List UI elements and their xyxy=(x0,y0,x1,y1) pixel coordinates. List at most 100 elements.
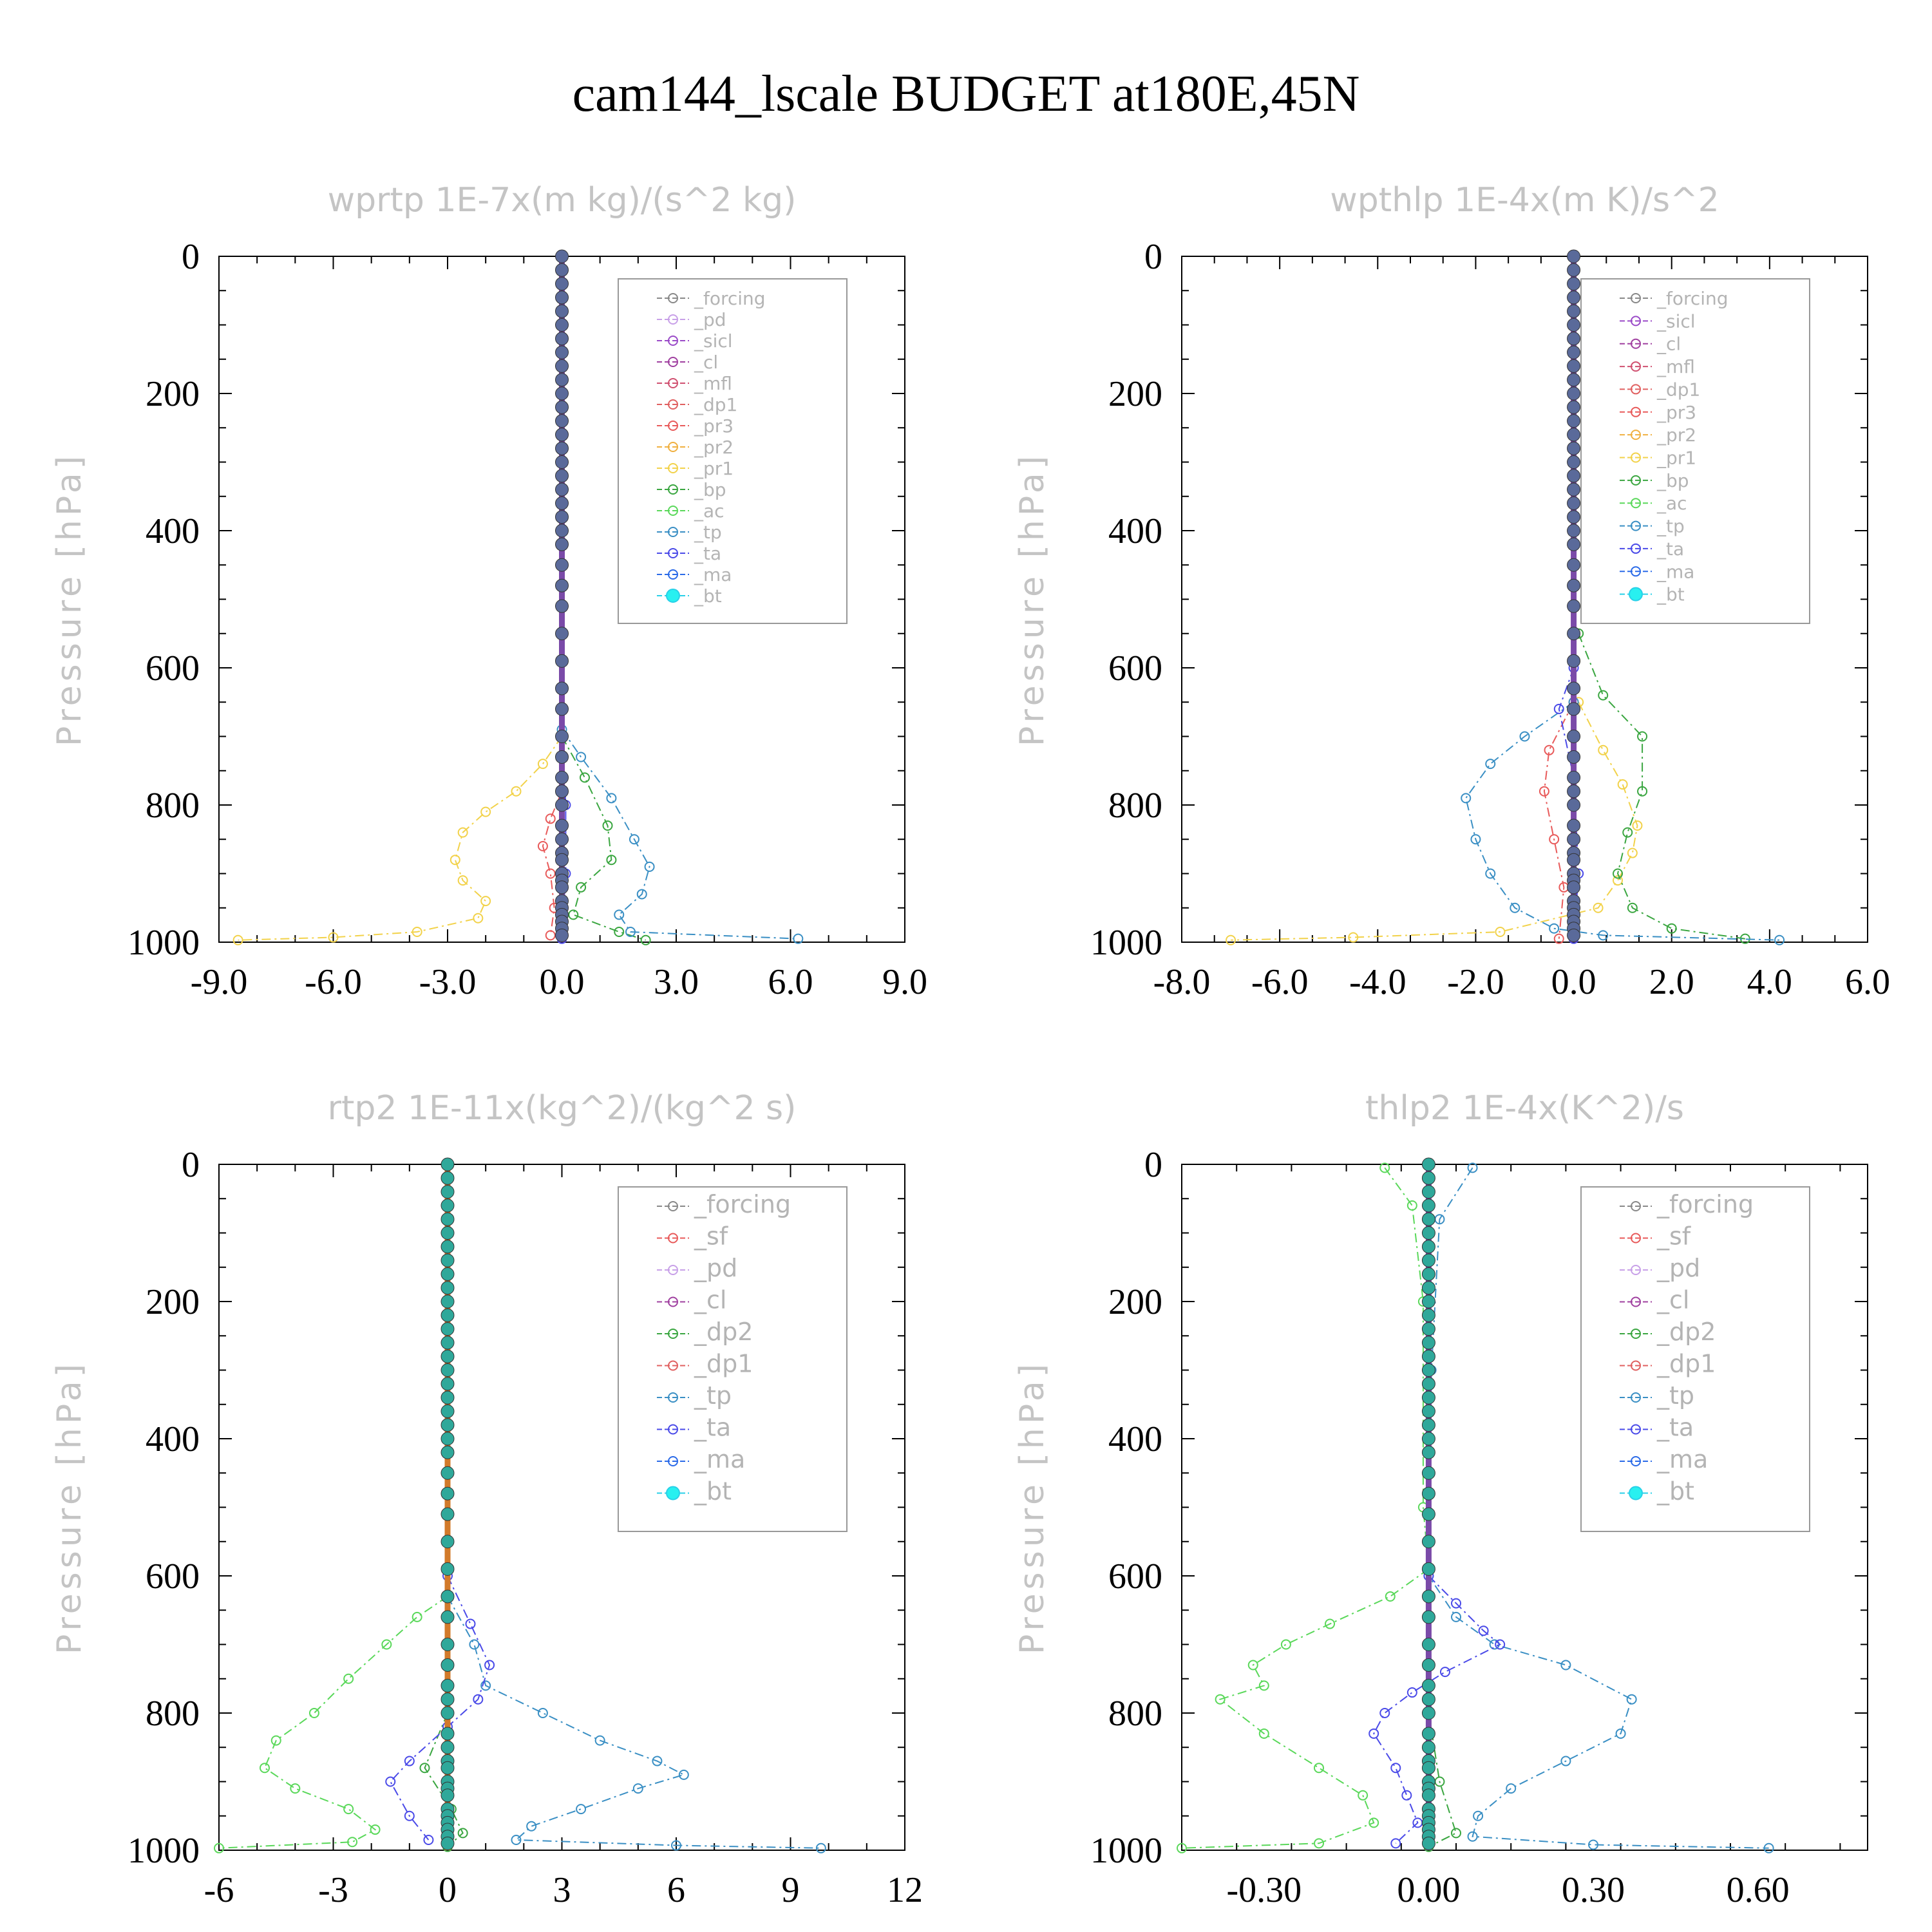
series-point xyxy=(1495,927,1506,938)
legend-entry: _tp xyxy=(1656,516,1685,537)
series-point xyxy=(1280,1639,1291,1650)
legend-marker xyxy=(666,589,680,603)
series-point xyxy=(606,855,617,866)
bt-marker xyxy=(440,1226,455,1240)
legend-entry: _ac xyxy=(1656,493,1687,514)
legend-box xyxy=(618,1186,848,1532)
legend-marker xyxy=(1631,475,1641,486)
bt-marker xyxy=(1421,1445,1435,1459)
series-point xyxy=(1666,923,1677,934)
series-line-bp xyxy=(1578,633,1745,940)
series-point xyxy=(308,1708,319,1718)
y-tick-label: 1000 xyxy=(128,1831,200,1871)
series-point xyxy=(343,1673,354,1684)
bt-marker xyxy=(1567,819,1581,833)
series-point xyxy=(640,934,651,945)
bt-marker xyxy=(1421,1212,1435,1226)
legend-entry: _forcing xyxy=(694,288,766,309)
bt-marker xyxy=(440,1658,455,1672)
series-point xyxy=(1177,1842,1187,1853)
series-point xyxy=(606,793,617,804)
legend-entry: _tp xyxy=(694,522,722,543)
y-tick-label: 400 xyxy=(1108,1419,1162,1459)
bt-marker xyxy=(1421,1562,1435,1576)
legend-entry: _pr2 xyxy=(694,437,734,458)
bt-marker xyxy=(555,386,569,401)
series-point xyxy=(465,1618,476,1629)
series-point xyxy=(1451,1611,1461,1622)
legend-entry: _dp2 xyxy=(1656,1318,1716,1346)
legend-marker xyxy=(668,1360,678,1371)
legend-marker xyxy=(668,1392,678,1403)
legend-marker xyxy=(1631,1233,1641,1244)
series-point xyxy=(678,1769,689,1780)
series-point xyxy=(1358,1790,1368,1801)
panel-title: wprtp 1E-7x(m kg)/(s^2 kg) xyxy=(328,181,797,220)
bt-marker xyxy=(1567,730,1581,743)
bt-marker xyxy=(1421,1336,1435,1350)
bt-marker xyxy=(1421,1198,1435,1213)
bt-marker xyxy=(440,1692,455,1707)
legend-marker xyxy=(668,293,678,303)
legend-marker xyxy=(668,527,678,537)
legend-marker xyxy=(668,378,678,388)
series-line-dp2 xyxy=(424,1712,464,1848)
bt-marker xyxy=(440,1157,455,1171)
bt-marker xyxy=(440,1507,455,1521)
bt-marker xyxy=(440,1185,455,1199)
series-point xyxy=(511,1835,522,1846)
legend-marker xyxy=(1631,1329,1641,1339)
bt-marker xyxy=(1421,1404,1435,1418)
series-point xyxy=(1632,820,1643,831)
series-point xyxy=(1348,932,1359,943)
bt-marker xyxy=(555,627,569,641)
legend-entry: _forcing xyxy=(694,1190,791,1218)
bt-marker xyxy=(1567,832,1581,846)
legend-marker xyxy=(668,421,678,431)
bt-marker xyxy=(555,373,569,387)
bt-marker xyxy=(1567,524,1581,538)
y-tick-label: 0 xyxy=(182,237,200,277)
bt-marker xyxy=(1567,537,1581,551)
bt-marker xyxy=(440,1404,455,1418)
bt-marker xyxy=(440,1610,455,1624)
legend-entry: _sf xyxy=(1656,1222,1692,1251)
legend-marker xyxy=(668,1265,678,1275)
bt-marker xyxy=(1567,414,1581,428)
bt-marker xyxy=(555,345,569,359)
x-tick-label: 0.00 xyxy=(1397,1870,1460,1910)
y-tick-label: 800 xyxy=(1108,1694,1162,1734)
legend-marker xyxy=(668,1296,678,1307)
series-point xyxy=(576,882,587,893)
legend-marker xyxy=(668,484,678,495)
bt-marker xyxy=(1421,1171,1435,1185)
legend-marker xyxy=(1631,1265,1641,1275)
series-point xyxy=(328,932,339,943)
legend-entry: _ta xyxy=(694,1414,731,1442)
y-tick-label: 800 xyxy=(146,1694,200,1734)
bt-marker xyxy=(1421,1377,1435,1391)
bt-marker xyxy=(1567,599,1581,613)
series-point xyxy=(1622,827,1633,838)
series-point xyxy=(815,1842,826,1853)
series-point xyxy=(423,1835,434,1846)
bt-marker xyxy=(440,1363,455,1377)
series-point xyxy=(580,772,590,783)
series-point xyxy=(457,827,468,838)
bt-marker xyxy=(440,1638,455,1651)
x-tick-label: -6.0 xyxy=(305,962,362,1002)
series-point xyxy=(1379,1708,1390,1718)
chart-panel-1: wprtp 1E-7x(m kg)/(s^2 kg) Pressure [hPa]… xyxy=(50,181,927,1002)
series-line-ta xyxy=(390,1575,491,1841)
figure-title: cam144_lscale BUDGET at180E,45N xyxy=(573,66,1360,122)
bt-marker xyxy=(1567,428,1581,442)
x-tick-label: -3.0 xyxy=(419,962,477,1002)
bt-marker xyxy=(555,400,569,414)
legend-marker xyxy=(668,357,678,367)
legend-entry: _bt xyxy=(1656,1477,1694,1506)
y-tick-label: 1000 xyxy=(1090,923,1162,963)
series-point xyxy=(1519,731,1530,742)
legend-entry: _pd xyxy=(694,1254,737,1282)
bt-marker xyxy=(555,332,569,346)
series-point xyxy=(576,1804,587,1815)
